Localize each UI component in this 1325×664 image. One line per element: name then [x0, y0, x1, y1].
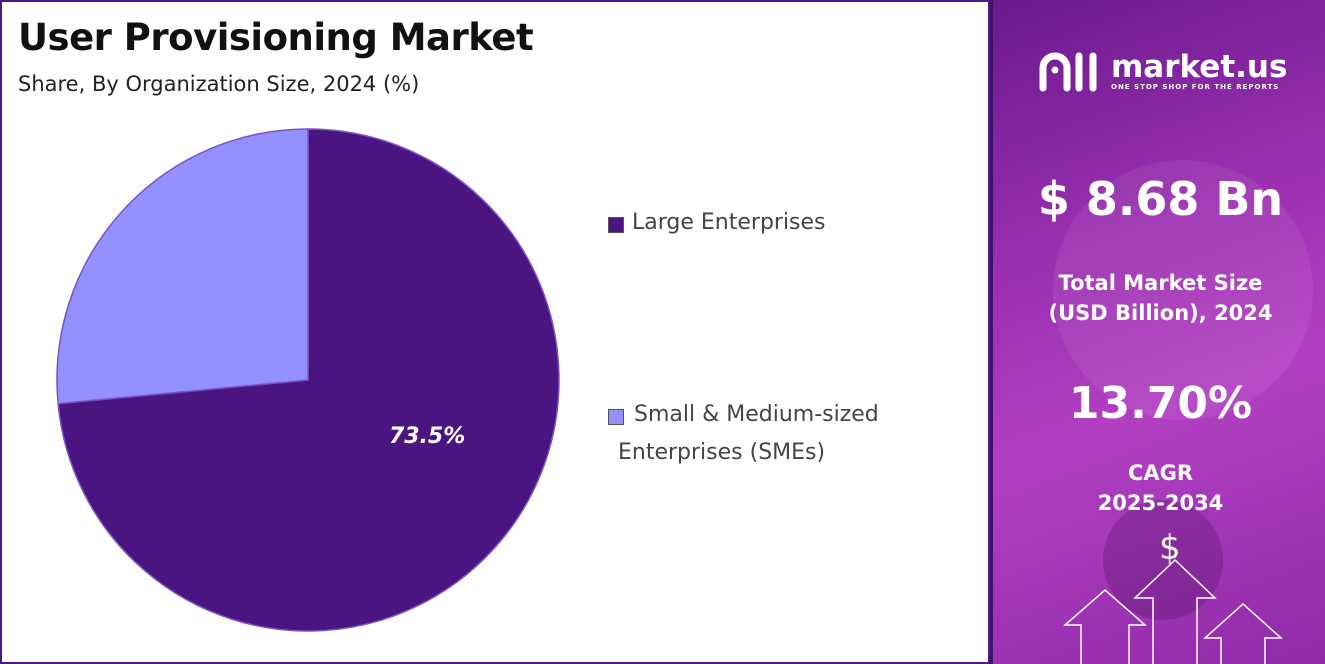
decor-circle	[1103, 500, 1223, 620]
brand-logo: market.us ONE STOP SHOP FOR THE REPORTS	[1037, 48, 1287, 94]
legend-item-large-enterprises: Large Enterprises	[608, 210, 826, 242]
market-size-caption: Total Market Size (USD Billion), 2024	[993, 268, 1325, 328]
cagr-caption: CAGR 2025-2034	[993, 458, 1325, 518]
legend-item-smes: Small & Medium-sized Enterprises (SMEs)	[608, 402, 879, 472]
market-us-logo-icon	[1039, 52, 1097, 92]
caption-line: 2025-2034	[1097, 491, 1224, 515]
chart-subtitle: Share, By Organization Size, 2024 (%)	[18, 72, 420, 96]
chart-panel: User Provisioning Market Share, By Organ…	[0, 0, 990, 664]
chart-title: User Provisioning Market	[18, 16, 534, 59]
legend-line: Enterprises (SMEs)	[618, 440, 826, 465]
brand-tagline: ONE STOP SHOP FOR THE REPORTS	[1111, 83, 1280, 91]
brand-name: market.us	[1111, 49, 1288, 85]
legend-label-smes: Small & Medium-sized Enterprises (SMEs)	[618, 396, 879, 472]
legend-swatch-large-enterprises	[608, 217, 624, 233]
stats-panel: market.us ONE STOP SHOP FOR THE REPORTS …	[990, 0, 1325, 664]
legend-label-large-enterprises: Large Enterprises	[632, 204, 826, 242]
dollar-icon: $	[1159, 528, 1181, 568]
market-size-value: $ 8.68 Bn	[1037, 172, 1284, 226]
pie-slice-smes	[56, 128, 309, 405]
legend-line: Small & Medium-sized	[634, 402, 879, 427]
caption-line: (USD Billion), 2024	[1048, 301, 1273, 325]
pie-chart: 73.5%	[56, 128, 560, 632]
legend-line: Large Enterprises	[632, 210, 826, 235]
caption-line: Total Market Size	[1058, 271, 1263, 295]
caption-line: CAGR	[1127, 461, 1194, 485]
legend-swatch-smes	[608, 409, 624, 425]
decor-circle	[1053, 160, 1313, 420]
pie-data-label: 73.5%	[389, 424, 465, 449]
cagr-value: 13.70%	[1068, 378, 1253, 429]
growth-arrows-icon	[1063, 558, 1283, 664]
